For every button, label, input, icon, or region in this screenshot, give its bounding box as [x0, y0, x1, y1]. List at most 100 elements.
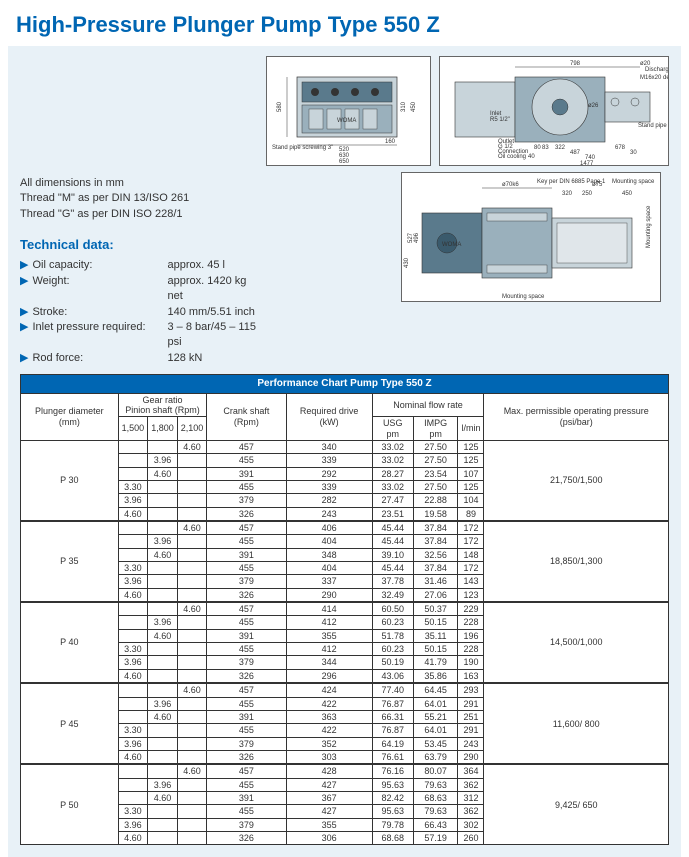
cell-lmin: 362	[458, 805, 484, 818]
svg-text:40: 40	[528, 154, 535, 160]
col-usg: USG pm	[372, 417, 413, 441]
cell-g1800	[148, 764, 178, 778]
cell-crank: 457	[207, 521, 286, 535]
cell-impg: 79.63	[413, 778, 458, 791]
cell-g1500: 4.60	[118, 588, 148, 602]
cell-drive: 404	[286, 562, 372, 575]
drawing-top-view: WOMA ø70k6 Key per DIN 6885 Page 1 320 2…	[401, 172, 661, 302]
cell-drive: 424	[286, 683, 372, 697]
cell-crank: 455	[207, 481, 286, 494]
cell-g2100: 4.60	[177, 602, 207, 616]
cell-g1800	[148, 575, 178, 588]
cell-impg: 41.79	[413, 656, 458, 669]
cell-g1500	[118, 521, 148, 535]
cell-impg: 50.37	[413, 602, 458, 616]
cell-usg: 76.16	[372, 764, 413, 778]
cell-impg: 64.01	[413, 697, 458, 710]
cell-g1500	[118, 629, 148, 642]
cell-drive: 427	[286, 778, 372, 791]
svg-text:ø75: ø75	[592, 182, 603, 188]
cell-g1500: 3.96	[118, 494, 148, 507]
cell-impg: 27.06	[413, 588, 458, 602]
cell-lmin: 260	[458, 831, 484, 844]
cell-g1500: 4.60	[118, 831, 148, 844]
bullet-icon: ▶	[20, 258, 28, 273]
cell-drive: 344	[286, 656, 372, 669]
cell-impg: 50.15	[413, 643, 458, 656]
col-1800: 1,800	[148, 417, 178, 441]
spec-value: 140 mm/5.51 inch	[167, 305, 256, 320]
cell-crank: 457	[207, 602, 286, 616]
cell-crank: 379	[207, 656, 286, 669]
cell-drive: 414	[286, 602, 372, 616]
cell-g1800	[148, 643, 178, 656]
cell-crank: 326	[207, 831, 286, 844]
col-pressure: Max. permissible operating pressure (psi…	[484, 393, 669, 440]
svg-text:Stand pipe screwing 3": Stand pipe screwing 3"	[272, 145, 333, 151]
spec-row: ▶Inlet pressure required:3 – 8 bar/45 – …	[20, 320, 256, 351]
spec-list: ▶Oil capacity:approx. 45 l▶Weight:approx…	[20, 258, 256, 366]
cell-crank: 455	[207, 724, 286, 737]
cell-usg: 77.40	[372, 683, 413, 697]
cell-impg: 37.84	[413, 562, 458, 575]
plunger-cell: P 35	[21, 521, 119, 602]
cell-drive: 306	[286, 831, 372, 844]
cell-g1800	[148, 656, 178, 669]
cell-g2100	[177, 588, 207, 602]
drawings-area: WOMA 580 Stand pipe screwing 3" 160 520 …	[266, 56, 669, 366]
svg-text:R5 1/2": R5 1/2"	[490, 117, 510, 123]
table-row: P 304.6045734033.0227.5012521,750/1,500	[21, 440, 669, 453]
cell-g1500	[118, 440, 148, 453]
svg-text:678: 678	[615, 145, 626, 151]
pressure-cell: 9,425/ 650	[484, 764, 669, 845]
cell-usg: 50.19	[372, 656, 413, 669]
cell-g1800: 4.60	[148, 629, 178, 642]
cell-usg: 33.02	[372, 440, 413, 453]
drawing-front-view: WOMA 580 Stand pipe screwing 3" 160 520 …	[266, 56, 431, 166]
note-dimensions: All dimensions in mm	[20, 176, 256, 191]
cell-drive: 337	[286, 575, 372, 588]
col-drive: Required drive (kW)	[286, 393, 372, 440]
table-row: P 504.6045742876.1680.073649,425/ 650	[21, 764, 669, 778]
col-impg: IMPG pm	[413, 417, 458, 441]
cell-crank: 457	[207, 683, 286, 697]
cell-usg: 45.44	[372, 521, 413, 535]
cell-g1500: 4.60	[118, 669, 148, 683]
cell-drive: 355	[286, 629, 372, 642]
cell-impg: 22.88	[413, 494, 458, 507]
col-gear: Gear ratio Pinion shaft (Rpm)	[118, 393, 207, 417]
cell-lmin: 291	[458, 724, 484, 737]
cell-impg: 63.79	[413, 750, 458, 764]
cell-crank: 455	[207, 697, 286, 710]
cell-g2100: 4.60	[177, 521, 207, 535]
svg-text:Mounting space: Mounting space	[612, 179, 655, 185]
cell-impg: 68.63	[413, 791, 458, 804]
cell-drive: 412	[286, 616, 372, 629]
cell-g2100	[177, 805, 207, 818]
cell-usg: 32.49	[372, 588, 413, 602]
cell-impg: 57.19	[413, 831, 458, 844]
cell-usg: 79.78	[372, 818, 413, 831]
cell-g2100	[177, 454, 207, 467]
cell-lmin: 143	[458, 575, 484, 588]
cell-crank: 455	[207, 805, 286, 818]
cell-usg: 76.61	[372, 750, 413, 764]
cell-usg: 51.78	[372, 629, 413, 642]
cell-g1800: 4.60	[148, 467, 178, 480]
svg-text:487: 487	[570, 150, 581, 156]
spec-value: 3 – 8 bar/45 – 115 psi	[167, 320, 256, 351]
svg-text:ø26: ø26	[588, 103, 599, 109]
cell-lmin: 125	[458, 440, 484, 453]
cell-drive: 290	[286, 588, 372, 602]
spec-label: Oil capacity:	[32, 258, 167, 273]
cell-g1800	[148, 831, 178, 844]
cell-impg: 79.63	[413, 805, 458, 818]
drawing-side-view: 798 ø20 Discharge M16x20 deep Inlet R5 1…	[439, 56, 669, 166]
plunger-cell: P 30	[21, 440, 119, 521]
cell-impg: 19.58	[413, 507, 458, 521]
dimension-notes: All dimensions in mm Thread "M" as per D…	[20, 176, 256, 222]
col-plunger: Plunger diameter (mm)	[21, 393, 119, 440]
svg-text:320: 320	[562, 191, 573, 197]
cell-g1500	[118, 778, 148, 791]
cell-g1800: 3.96	[148, 535, 178, 548]
